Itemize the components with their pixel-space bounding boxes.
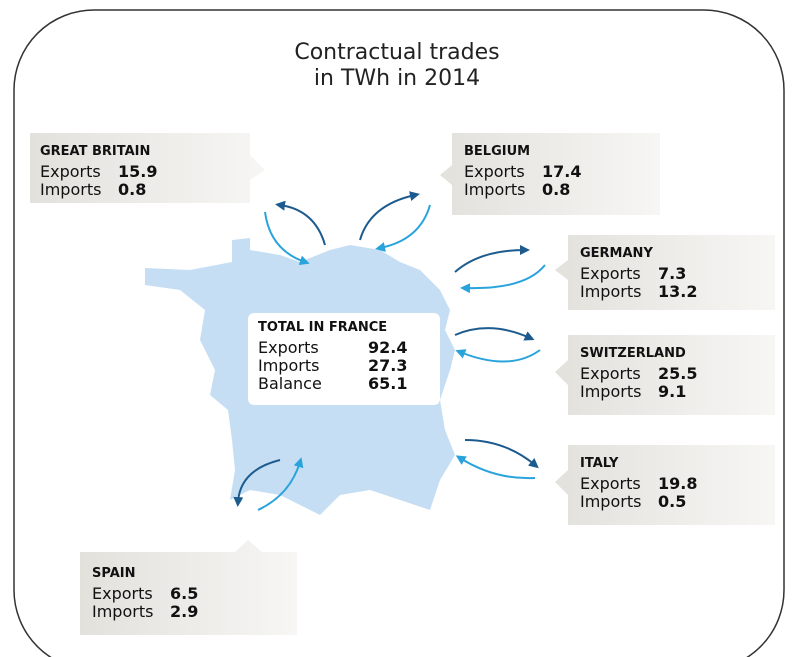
label: Imports xyxy=(580,382,642,401)
value: 0.8 xyxy=(118,180,147,199)
label: Exports xyxy=(40,162,101,181)
row: Imports 13.2 xyxy=(580,283,697,301)
frame xyxy=(13,9,785,657)
callouts xyxy=(30,133,775,635)
row: Imports 2.9 xyxy=(92,603,198,621)
label: Exports xyxy=(580,264,641,283)
row: Imports 0.5 xyxy=(580,493,697,511)
row: Exports 19.8 xyxy=(580,475,697,493)
arrows xyxy=(233,191,546,511)
heading: GREAT BRITAIN xyxy=(40,144,151,159)
value: 27.3 xyxy=(368,356,408,375)
value: 65.1 xyxy=(368,374,408,393)
country-callout: SWITZERLAND Exports 25.5 Imports 9.1 xyxy=(580,345,697,401)
heading: TOTAL IN FRANCE xyxy=(258,320,388,335)
country-callout: GERMANY Exports 7.3 Imports 13.2 xyxy=(580,245,697,301)
row: Exports 17.4 xyxy=(464,163,581,181)
heading: SPAIN xyxy=(92,566,136,581)
country-callout: SPAIN Exports 6.5 Imports 2.9 xyxy=(92,565,198,621)
value: 0.5 xyxy=(658,492,687,511)
row: Exports 7.3 xyxy=(580,265,697,283)
label: Exports xyxy=(92,584,153,603)
label: Exports xyxy=(258,338,319,357)
label: Balance xyxy=(258,374,322,393)
title-line: in TWh in 2014 xyxy=(313,66,481,91)
label: Exports xyxy=(580,474,641,493)
heading: BELGIUM xyxy=(464,144,531,159)
country-callout: ITALY Exports 19.8 Imports 0.5 xyxy=(580,455,697,511)
row: Exports 6.5 xyxy=(92,585,198,603)
label: Imports xyxy=(40,180,102,199)
value: 7.3 xyxy=(658,264,687,283)
label: Imports xyxy=(580,492,642,511)
heading: GERMANY xyxy=(580,246,653,261)
title: Contractual trades in TWh in 2014 xyxy=(0,40,794,92)
label: Imports xyxy=(464,180,526,199)
row: Exports 25.5 xyxy=(580,365,697,383)
label: Imports xyxy=(258,356,320,375)
heading: SWITZERLAND xyxy=(580,346,686,361)
value: 9.1 xyxy=(658,382,687,401)
row: Imports 0.8 xyxy=(464,181,581,199)
value: 0.8 xyxy=(542,180,571,199)
value: 17.4 xyxy=(542,162,582,181)
value: 15.9 xyxy=(118,162,158,181)
label: Imports xyxy=(92,602,154,621)
label: Exports xyxy=(464,162,525,181)
row: Exports 15.9 xyxy=(40,163,157,181)
heading: ITALY xyxy=(580,456,619,471)
total-box xyxy=(248,313,440,405)
value: 2.9 xyxy=(170,602,199,621)
label: Exports xyxy=(580,364,641,383)
value: 19.8 xyxy=(658,474,698,493)
value: 92.4 xyxy=(368,338,408,357)
row: Imports 0.8 xyxy=(40,181,157,199)
label: Imports xyxy=(580,282,642,301)
row: Imports 9.1 xyxy=(580,383,697,401)
country-callout: GREAT BRITAIN Exports 15.9 Imports 0.8 xyxy=(40,143,157,199)
value: 25.5 xyxy=(658,364,698,383)
country-callout: BELGIUM Exports 17.4 Imports 0.8 xyxy=(464,143,581,199)
total-callout: TOTAL IN FRANCE Exports 92.4 Imports 27.3 … xyxy=(258,319,407,393)
title-line: Contractual trades xyxy=(294,40,500,65)
value: 6.5 xyxy=(170,584,199,603)
value: 13.2 xyxy=(658,282,698,301)
